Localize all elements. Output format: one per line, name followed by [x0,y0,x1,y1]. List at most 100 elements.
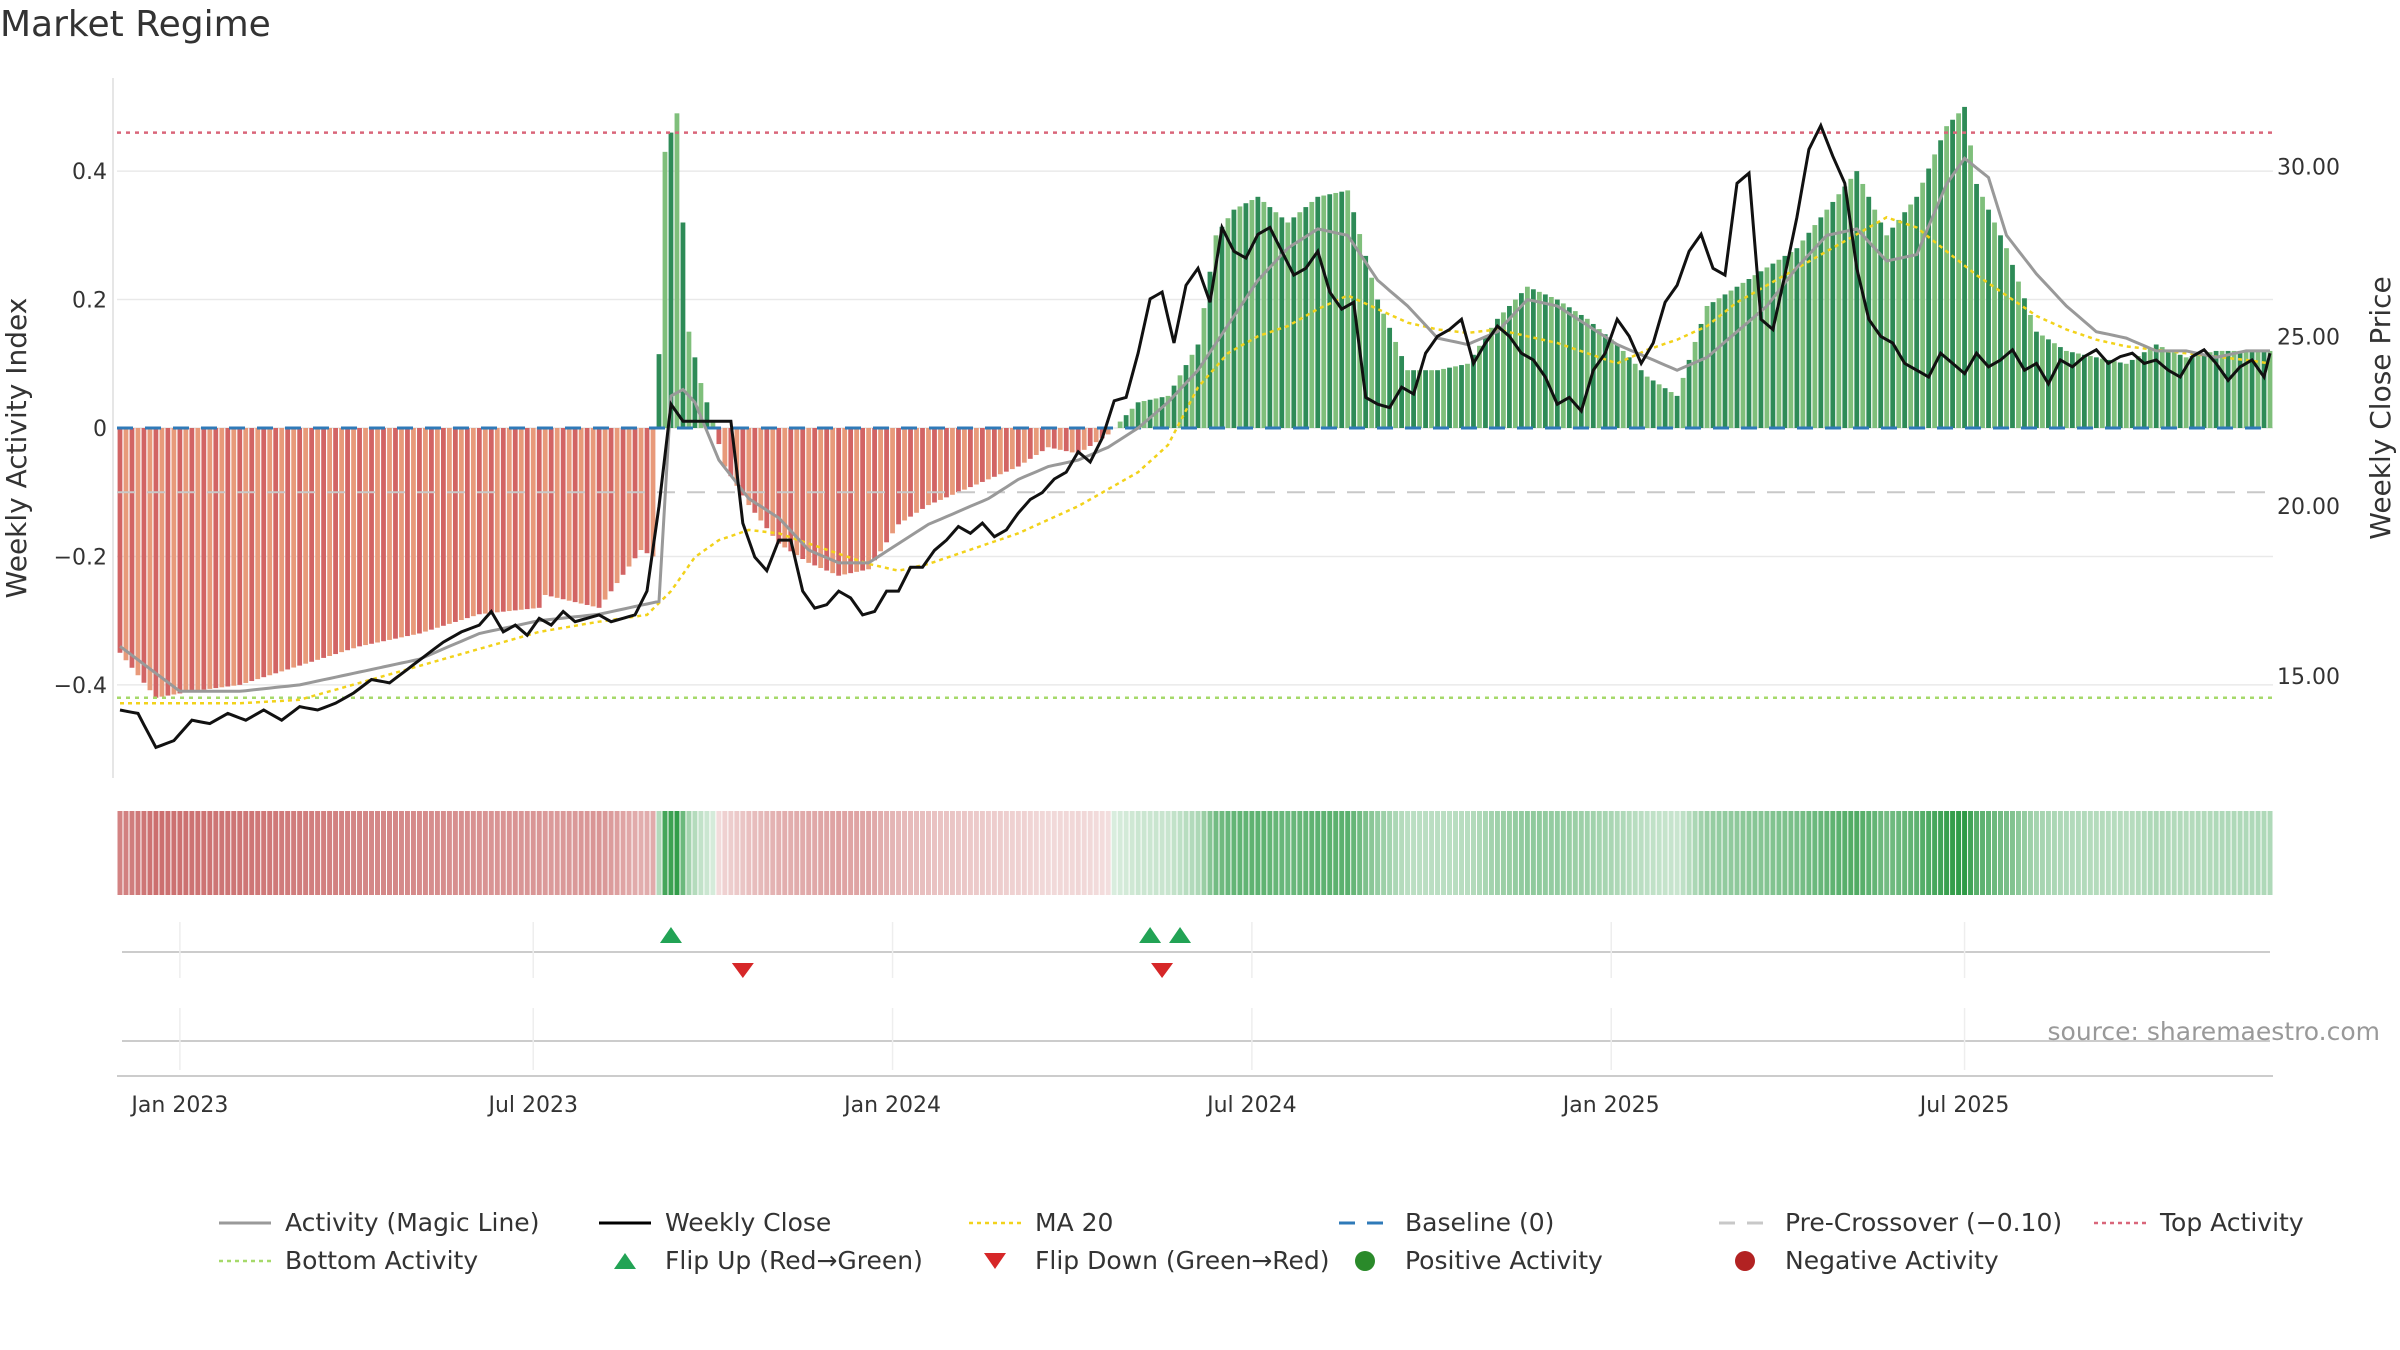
regime-cell [165,811,171,895]
regime-cell [2207,811,2213,895]
regime-cell [2135,811,2141,895]
regime-cell [800,811,806,895]
regime-cell [404,811,410,895]
activity-bar [638,428,644,551]
regime-cell [249,811,255,895]
regime-cell [1644,811,1650,895]
regime-cell [1512,811,1518,895]
regime-cell [584,811,590,895]
activity-bar [536,428,542,608]
activity-bar [722,428,728,467]
activity-bar [764,428,770,529]
regime-cell [1417,811,1423,895]
activity-bar [1950,119,1955,429]
regime-cell [2159,811,2165,895]
regime-cell [632,811,638,895]
regime-cell [608,811,614,895]
regime-cell [967,811,973,895]
regime-cell [1998,811,2003,895]
regime-cell [416,811,422,895]
regime-cell [333,811,339,895]
regime-cell [710,811,716,895]
regime-cell [524,811,530,895]
regime-cell [1003,811,1009,895]
activity-bar [1273,212,1279,428]
activity-bar [1866,196,1872,428]
activity-bar [1626,357,1632,428]
activity-bar [1183,365,1189,428]
regime-cell [554,811,560,895]
regime-cell [985,811,991,895]
activity-bar [1902,212,1908,428]
activity-bar [1896,219,1902,428]
regime-cell [1231,811,1237,895]
regime-cell [452,811,458,895]
chart-canvas: 0.4 0.2 0 −0.2 −0.4 30.00 25.00 20.00 15.00 Weekl… [0,78,2397,1118]
activity-bar [1411,370,1416,428]
regime-cell [1812,811,1818,895]
activity-bar [890,428,895,534]
activity-bar [417,428,422,634]
activity-bar [1848,178,1854,428]
activity-bar [2063,350,2069,428]
regime-cell [494,811,500,895]
regime-cell [135,811,141,895]
regime-cell [2057,811,2063,895]
regime-cell [650,811,656,895]
activity-bar [1141,401,1147,428]
activity-bar [1039,428,1045,452]
regime-cell [1476,811,1482,895]
activity-bar [1932,154,1938,429]
regime-cell [979,811,985,895]
regime-cell [1099,811,1105,895]
activity-bar [1159,397,1165,428]
activity-bar [506,428,512,612]
regime-cell [315,811,321,895]
activity-bar [195,428,201,691]
activity-bar [2243,350,2249,428]
regime-cell [1459,811,1464,895]
legend-symbol-icon [599,1221,651,1224]
activity-bar [1986,209,1991,428]
regime-cell [1914,811,1920,895]
activity-bar [213,428,219,689]
activity-bar [770,428,776,536]
y-left-tick-label: 0.4 [72,160,107,185]
activity-bar [2189,356,2195,428]
regime-cell [387,811,392,895]
legend-label: Pre-Crossover (−0.10) [1785,1208,2063,1237]
regime-cell [937,811,943,895]
regime-cell [1165,811,1171,895]
regime-cell [2015,811,2021,895]
activity-bar [339,428,344,653]
activity-bar [2099,358,2105,428]
regime-cell [512,811,518,895]
activity-bar [1117,421,1123,428]
regime-cell [398,811,404,895]
activity-bar [2135,356,2141,428]
activity-bar [1015,428,1021,467]
regime-cell [1494,811,1500,895]
regime-cell [1524,811,1530,895]
regime-cell [129,811,135,895]
activity-bar [1656,384,1662,428]
regime-cell [261,811,267,895]
regime-cell [746,811,752,895]
y-left-tick-label: −0.4 [54,674,107,699]
regime-cell [309,811,315,895]
activity-bar [2177,354,2183,428]
activity-bar [1195,344,1201,428]
regime-cell [285,811,291,895]
regime-cell [1554,811,1560,895]
y-right-tick-label: 25.00 [2277,325,2340,350]
activity-bar [991,428,997,477]
regime-cell [1818,811,1824,895]
regime-cell [1213,811,1219,895]
regime-cell [2165,811,2171,895]
x-tick-label: Jul 2024 [1205,1093,1297,1118]
regime-cell [1692,811,1698,895]
activity-bar [1872,209,1878,428]
activity-bar [1956,113,1961,428]
activity-bar [1045,428,1051,448]
activity-bar [1027,428,1033,459]
